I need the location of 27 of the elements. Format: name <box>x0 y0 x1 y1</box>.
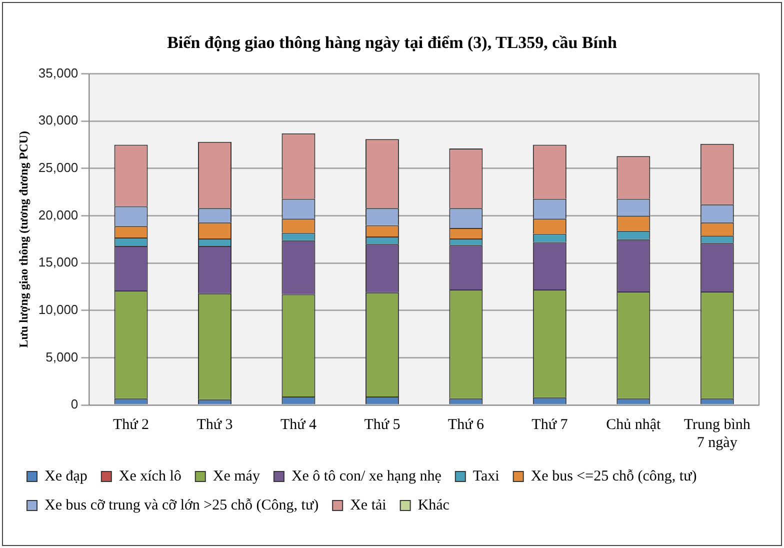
y-axis-title: Lưu lượng giao thông (tương đương PCU) <box>16 131 30 348</box>
legend-label: Xe bus cỡ trung và cỡ lớn >25 chỗ (Công, tư) <box>44 497 319 514</box>
y-tick-label: 35,000 <box>38 65 78 80</box>
y-tick-label: 30,000 <box>38 112 78 128</box>
x-tick-label: Trung bình 7 ngày <box>684 416 751 451</box>
legend-label: Taxi <box>472 468 500 484</box>
x-tick-label: Thứ 4 <box>280 416 318 433</box>
y-tick-label: 25,000 <box>38 160 78 176</box>
x-tick-label: Thứ 2 <box>113 416 150 433</box>
legend-label: Khác <box>418 497 450 514</box>
y-tick-label: 15,000 <box>38 254 78 270</box>
legend-label: Xe máy <box>212 468 260 484</box>
x-tick-label: Chủ nhật <box>606 416 662 433</box>
legend-label: Xe bus <=25 chỗ (công, tư) <box>530 468 697 484</box>
x-tick-label: Thứ 7 <box>532 416 568 433</box>
y-tick-label: 10,000 <box>38 302 78 317</box>
y-tick-label: 5,000 <box>46 349 78 364</box>
x-tick-label: Thứ 6 <box>448 416 484 433</box>
legend-label: Xe đạp <box>44 468 88 484</box>
y-tick-label: 20,000 <box>38 207 78 222</box>
x-tick-label: Thứ 5 <box>364 416 400 433</box>
legend-label: Xe tải <box>350 497 386 514</box>
y-tick-label: 0 <box>70 396 78 412</box>
x-tick-label: Thứ 3 <box>196 416 233 433</box>
legend-label: Xe ô tô con/ xe hạng nhẹ <box>291 468 442 484</box>
chart-title: Biến động giao thông hàng ngày tại điểm (3), TL359, cầu Bính <box>166 33 618 53</box>
legend-label: Xe xích lô <box>118 468 182 484</box>
